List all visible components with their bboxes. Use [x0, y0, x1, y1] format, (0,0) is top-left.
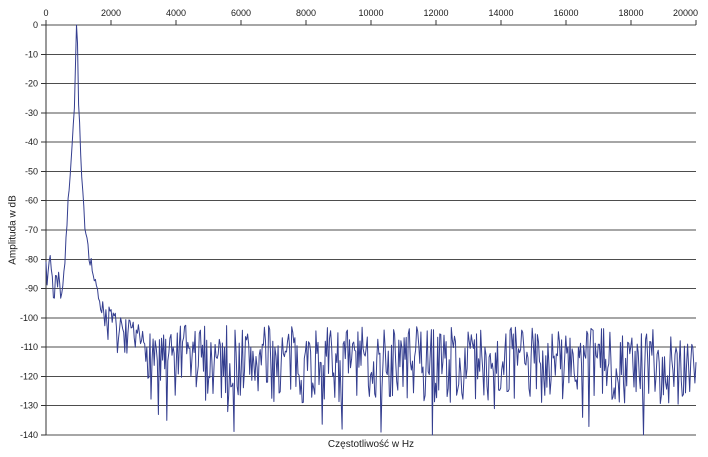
x-tick-label: 14000 — [488, 8, 513, 18]
x-axis-title: Częstotliwość w Hz — [327, 439, 415, 450]
y-tick-label: -130 — [20, 401, 38, 411]
y-tick-label: -30 — [25, 108, 38, 118]
y-tick-label: -40 — [25, 137, 38, 147]
x-tick-label: 16000 — [553, 8, 578, 18]
y-tick-label: 0 — [33, 20, 38, 30]
y-tick-label: -60 — [25, 196, 38, 206]
x-tick-label: 8000 — [296, 8, 316, 18]
x-tick-label: 6000 — [231, 8, 251, 18]
y-tick-label: -50 — [25, 166, 38, 176]
x-tick-label: 4000 — [166, 8, 186, 18]
spectrum-line — [45, 24, 697, 436]
y-tick-label: -10 — [25, 49, 38, 59]
y-tick-label: -20 — [25, 79, 38, 89]
y-tick-label: -110 — [21, 342, 38, 352]
y-tick-label: -90 — [25, 284, 38, 294]
x-tick-label: 0 — [43, 8, 48, 18]
y-tick-label: -100 — [20, 313, 38, 323]
y-tick-label: -80 — [25, 254, 38, 264]
y-axis-title: Amplituda w dB — [7, 195, 19, 265]
y-tick-label: -140 — [20, 430, 38, 440]
x-tick-label: 18000 — [618, 8, 643, 18]
x-tick-label: 12000 — [423, 8, 448, 18]
y-tick-label: -70 — [25, 225, 38, 235]
x-tick-label: 10000 — [358, 8, 383, 18]
x-tick-label: 20000 — [673, 8, 698, 18]
x-tick-label: 2000 — [101, 8, 121, 18]
y-tick-label: -120 — [20, 371, 38, 381]
